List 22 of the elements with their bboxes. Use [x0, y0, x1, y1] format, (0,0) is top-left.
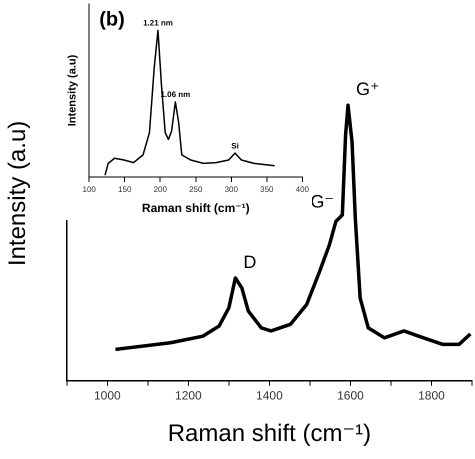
x-tick-label: 300	[224, 185, 239, 194]
x-tick-label: 1400	[256, 388, 284, 402]
x-axis-title: Raman shift (cm⁻¹)	[142, 201, 250, 216]
x-axis-title: Raman shift (cm⁻¹)	[168, 420, 372, 448]
annotation: G⁺	[356, 79, 380, 100]
x-tick-label: 150	[118, 185, 132, 194]
x-tick-label: 200	[154, 185, 168, 194]
annotation: G⁻	[310, 191, 334, 212]
x-tick-label: 1200	[175, 388, 202, 402]
x-tick-label: 1000	[94, 388, 121, 402]
annotation: 1.21 nm	[143, 18, 173, 28]
x-tick-label: 100	[82, 185, 96, 194]
annotation: D	[243, 252, 256, 272]
annotation: Si	[231, 141, 239, 150]
x-tick-label: 400	[296, 185, 310, 194]
y-axis-title: Intensity (a.u)	[66, 54, 79, 126]
x-tick-label: 250	[189, 185, 203, 194]
chart-title: (b)	[99, 8, 125, 31]
x-tick-label: 1600	[337, 388, 364, 402]
x-tick-label: 350	[260, 185, 274, 194]
y-axis-title: Intensity (a.u)	[4, 120, 32, 266]
x-tick-label: 1800	[418, 388, 446, 402]
